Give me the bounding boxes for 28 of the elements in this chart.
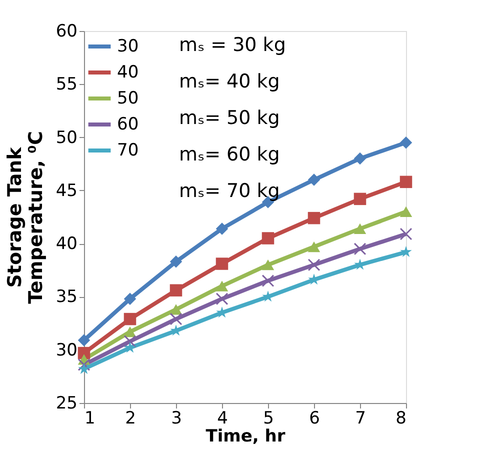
y-tick-label: 45 — [56, 180, 78, 201]
annotation: mₛ= 70 kg — [179, 180, 280, 202]
y-tick-label: 60 — [56, 22, 78, 42]
x-tick-label: 3 — [171, 408, 182, 428]
y-tick-label: 55 — [56, 74, 78, 95]
legend-label: 70 — [117, 140, 139, 160]
y-tick-label: 30 — [56, 340, 78, 360]
x-tick-label: 6 — [309, 408, 320, 428]
legend-label: 50 — [117, 88, 139, 108]
x-tick-label: 8 — [396, 408, 406, 428]
x-tick-label: 4 — [217, 408, 228, 428]
legend-label: 30 — [117, 36, 139, 56]
y-tick-label: 50 — [56, 128, 78, 148]
x-tick-label: 1 — [84, 408, 96, 428]
y-tick-label: 35 — [56, 287, 78, 308]
x-tick-label: 5 — [263, 408, 274, 428]
y-tick-label: 25 — [56, 394, 78, 414]
x-tick-label: 7 — [355, 408, 366, 428]
y-axis-title: Storage Tank Temperature, ⁰C — [4, 131, 47, 304]
legend-label: 60 — [117, 114, 139, 134]
annotation: mₛ = 30 kg — [179, 34, 286, 56]
legend-label: 40 — [117, 62, 139, 82]
annotation: mₛ= 60 kg — [179, 144, 280, 166]
x-axis-title: Time, hr — [206, 426, 286, 446]
annotation: mₛ= 50 kg — [179, 107, 280, 129]
annotation: mₛ= 40 kg — [179, 70, 280, 92]
x-tick-label: 2 — [125, 408, 136, 428]
y-tick-label: 40 — [56, 234, 78, 254]
